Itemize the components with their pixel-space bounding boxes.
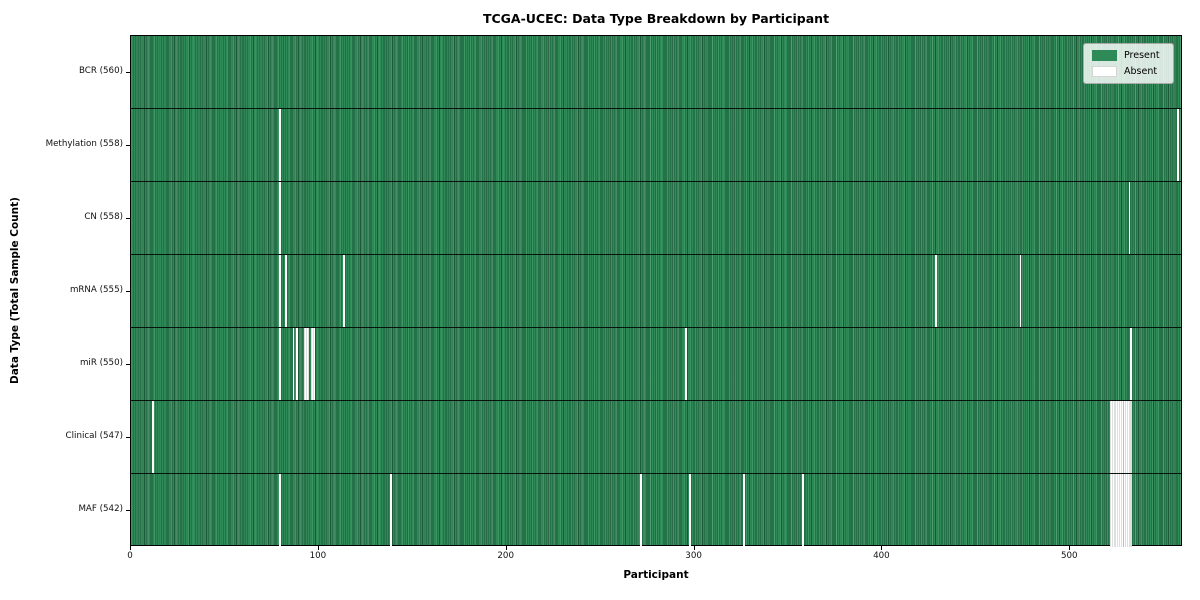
y-tick-mark	[126, 436, 130, 438]
absent-stripe	[279, 182, 282, 254]
y-tick-label: mRNA (555)	[69, 285, 123, 295]
absent-stripe	[279, 328, 282, 400]
x-tick-label: 300	[685, 551, 702, 561]
y-tick-mark	[126, 71, 130, 73]
y-tick-mark	[126, 363, 130, 365]
legend-label-absent: Absent	[1124, 66, 1158, 77]
absent-stripe	[285, 255, 287, 327]
absent-stripe	[390, 474, 393, 547]
x-tick-mark	[130, 546, 131, 550]
x-tick-label: 400	[873, 551, 890, 561]
x-tick-mark	[505, 546, 507, 550]
x-axis-label: Participant	[623, 569, 689, 581]
heatmap-row-bcr	[131, 36, 1181, 109]
absent-stripe	[1130, 328, 1133, 400]
absent-stripe	[688, 474, 691, 547]
absent-stripe	[279, 255, 282, 327]
x-tick-label: 100	[309, 551, 327, 561]
absent-stripe	[1128, 182, 1131, 254]
x-tick-label: 200	[497, 551, 514, 561]
absent-stripe	[279, 474, 282, 547]
legend-item-present: Present	[1092, 50, 1165, 61]
x-tick-mark	[881, 546, 883, 550]
legend-label-present: Present	[1124, 50, 1160, 61]
present-swatch-icon	[1092, 50, 1117, 61]
heatmap-row-maf	[131, 474, 1181, 547]
x-tick-mark	[317, 546, 319, 550]
absent-stripe	[1177, 109, 1180, 181]
absent-stripe	[311, 328, 316, 400]
absent-stripe	[1109, 474, 1133, 547]
y-tick-label: MAF (542)	[78, 504, 123, 514]
y-tick-mark	[126, 290, 130, 292]
absent-stripe	[303, 328, 310, 400]
absent-stripe	[1109, 401, 1133, 473]
absent-swatch-icon	[1092, 66, 1117, 77]
y-tick-label: miR (550)	[79, 358, 123, 368]
absent-stripe	[1019, 255, 1022, 327]
absent-stripe	[151, 401, 154, 473]
absent-stripe	[685, 328, 688, 400]
y-tick-label: Methylation (558)	[45, 139, 123, 149]
heatmap-row-mrna	[131, 255, 1181, 328]
legend-item-absent: Absent	[1092, 66, 1165, 77]
heatmap-row-cn	[131, 182, 1181, 255]
heatmap-row-methylation	[131, 109, 1181, 182]
y-tick-mark	[126, 144, 130, 146]
absent-stripe	[743, 474, 746, 547]
x-tick-label: 0	[127, 551, 133, 561]
absent-stripe	[292, 328, 295, 400]
absent-stripe	[343, 255, 346, 327]
absent-stripe	[801, 474, 804, 547]
x-tick-mark	[693, 546, 695, 550]
heatmap-row-mir	[131, 328, 1181, 401]
y-tick-mark	[126, 217, 130, 219]
absent-stripe	[935, 255, 937, 327]
heatmap-plot-area	[130, 35, 1182, 547]
y-tick-label: Clinical (547)	[65, 431, 123, 441]
x-tick-label: 500	[1061, 551, 1078, 561]
y-tick-label: CN (558)	[84, 212, 123, 222]
y-tick-mark	[126, 509, 130, 511]
x-tick-mark	[1069, 546, 1071, 550]
y-tick-label: BCR (560)	[78, 66, 123, 76]
absent-stripe	[279, 109, 282, 181]
absent-stripe	[296, 328, 299, 400]
heatmap-row-clinical	[131, 401, 1181, 474]
absent-stripe	[640, 474, 642, 547]
chart-title: TCGA-UCEC: Data Type Breakdown by Partic…	[482, 11, 830, 26]
legend: Present Absent	[1083, 43, 1174, 84]
